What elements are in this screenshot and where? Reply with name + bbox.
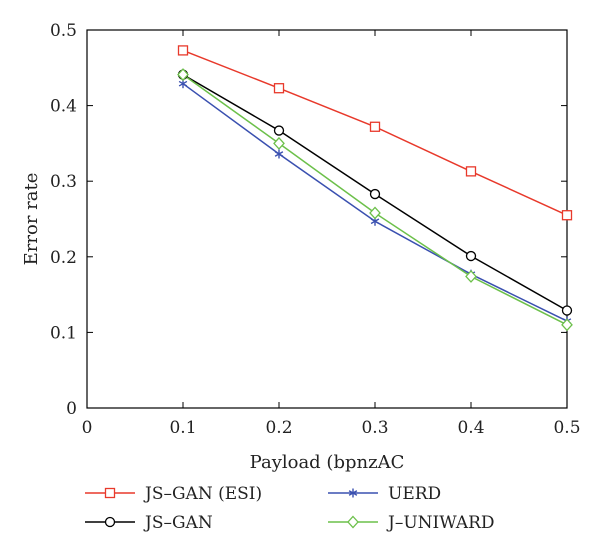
legend-entry: J–UNIWARD (328, 513, 495, 533)
data-point (465, 166, 477, 177)
data-point (273, 136, 285, 150)
y-tick-label: 0 (66, 399, 77, 419)
legend-label: J–UNIWARD (386, 513, 495, 533)
data-point (274, 149, 284, 159)
legend-entry: UERD (328, 484, 441, 504)
y-tick-label: 0.3 (50, 172, 77, 192)
y-tick-label: 0.4 (50, 97, 77, 117)
data-point (369, 188, 381, 200)
x-tick-label: 0.1 (169, 418, 196, 438)
data-point (561, 210, 573, 221)
data-point (273, 125, 285, 136)
axis-ticks: 0 0.1 0.2 0.3 0.4 0.5 0 0.1 0.2 0.3 0.4 0.5 (50, 21, 581, 438)
data-point (465, 269, 477, 283)
legend-entry: JS–GAN (ESI) (85, 484, 262, 504)
y-tick-label: 0.2 (50, 248, 77, 268)
legend-entry: JS–GAN (85, 513, 213, 533)
data-point (465, 250, 477, 262)
legend-label: JS–GAN (143, 513, 213, 533)
data-point (369, 206, 381, 220)
legend: JS–GAN (ESI) JS–GAN UERD J–UNIWARD (85, 484, 495, 533)
series-line (182, 73, 568, 326)
x-tick-label: 0 (82, 418, 93, 438)
data-point (177, 45, 189, 56)
data-point (369, 121, 381, 132)
legend-swatch-marker (104, 487, 116, 499)
series-lines (182, 49, 568, 326)
legend-swatch-marker (348, 488, 358, 498)
legend-label: JS–GAN (ESI) (143, 484, 262, 504)
x-tick-label: 0.2 (265, 418, 292, 438)
legend-swatch-marker (347, 515, 359, 529)
x-tick-label: 0.4 (457, 418, 484, 438)
x-tick-label: 0.3 (361, 418, 388, 438)
data-point (561, 305, 573, 316)
plot-area (86, 29, 568, 409)
data-point (273, 83, 285, 94)
series-markers (177, 45, 573, 332)
data-point (177, 68, 189, 82)
x-axis-title: Payload (bpnzAC (250, 452, 405, 473)
legend-swatch-marker (104, 516, 116, 528)
y-tick-label: 0.5 (50, 21, 77, 41)
series-line (182, 83, 568, 322)
y-tick-label: 0.1 (50, 323, 77, 343)
y-axis-title: Error rate (21, 173, 42, 266)
x-tick-label: 0.5 (553, 418, 580, 438)
legend-label: UERD (388, 484, 441, 504)
data-point (561, 318, 573, 332)
